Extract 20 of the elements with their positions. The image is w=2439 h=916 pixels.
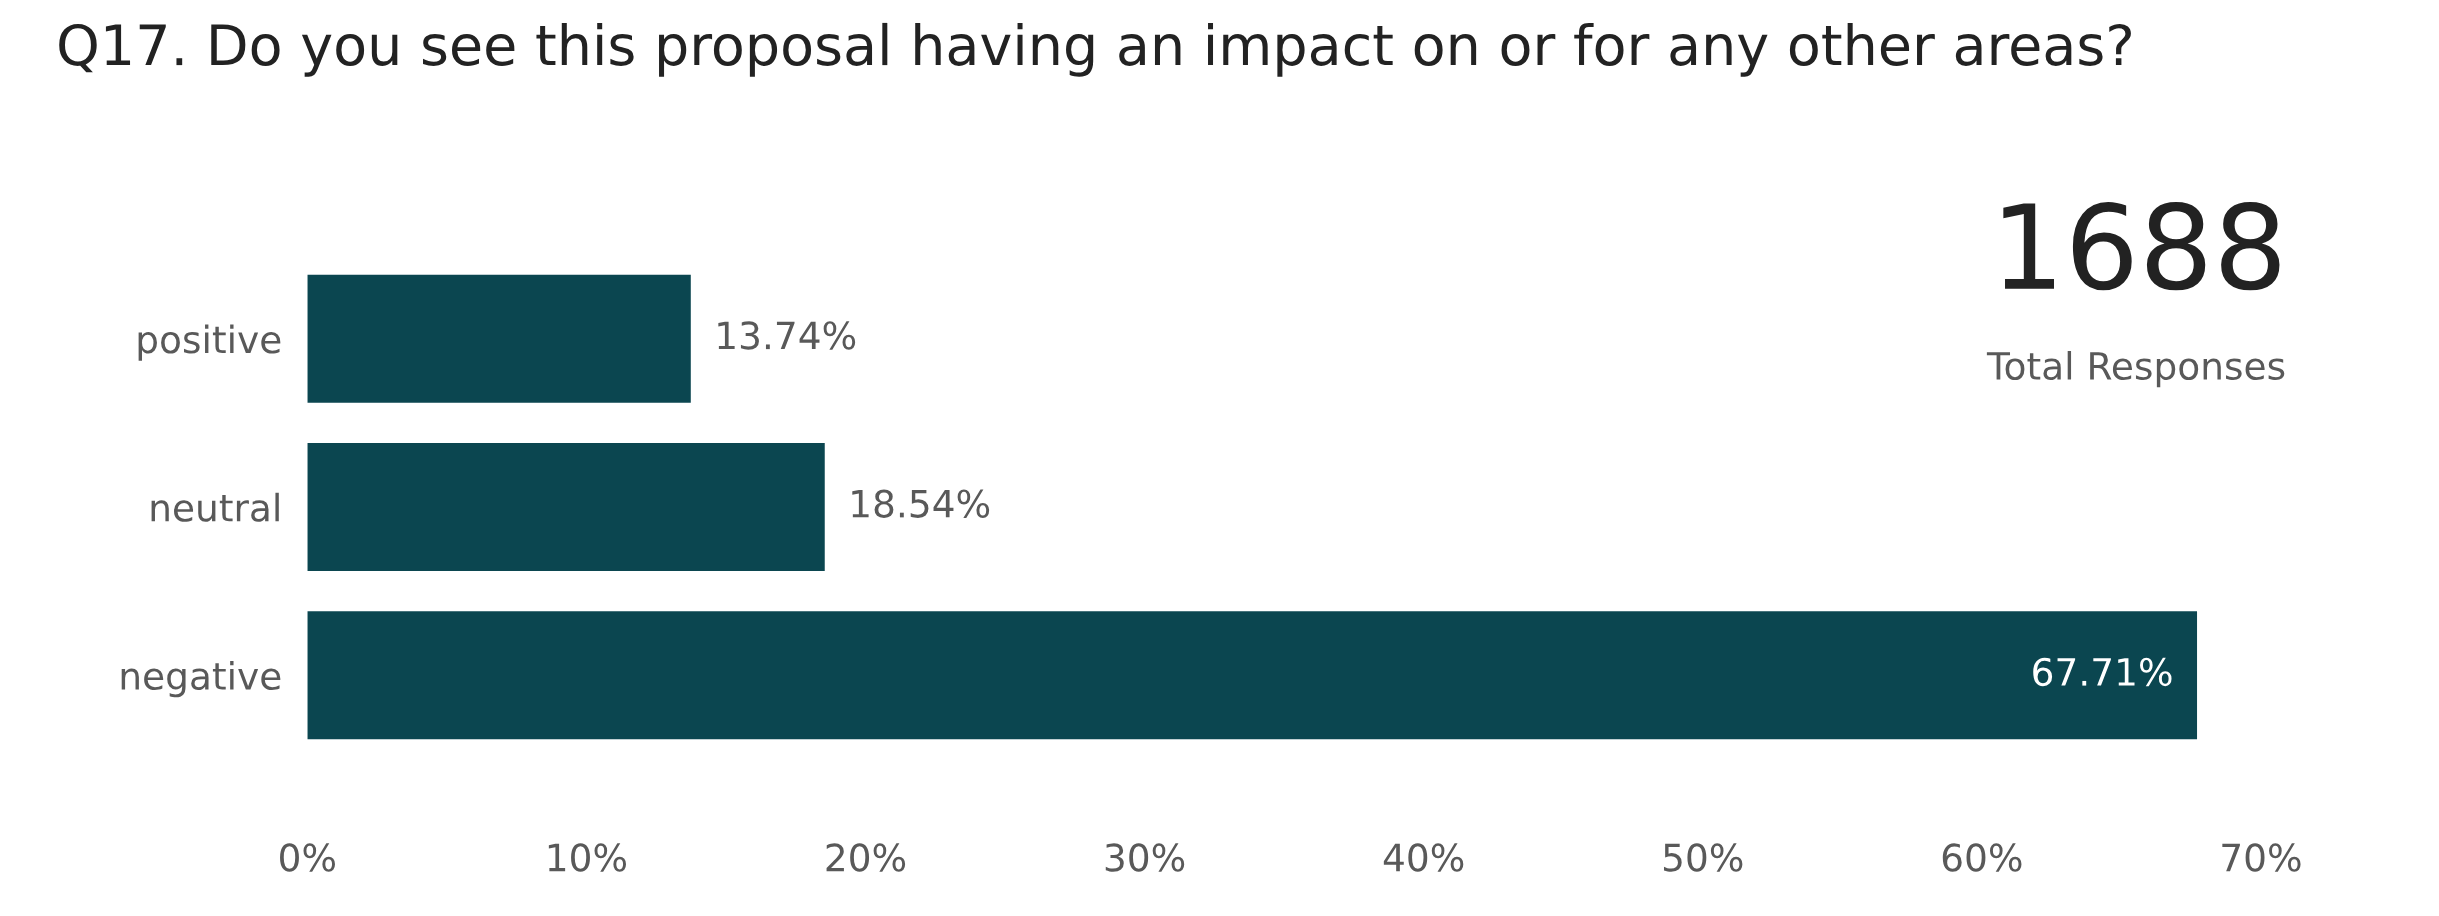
bar [307,611,2198,740]
chart-title: Q17. Do you see this proposal having an impact on or for any other areas? [59,22,2131,77]
data-label: 18.54% [852,489,990,518]
x-tick-label: 40% [1383,843,1464,872]
x-tick-label: 50% [1663,843,1743,872]
x-tick-label: 20% [826,843,906,872]
annotation: Total Responses [1986,351,2285,388]
x-tick-label: 10% [548,843,627,872]
y-tick-label: positive [138,324,281,361]
x-tick-label: 60% [1942,843,2022,872]
bar [307,443,825,571]
y-tick-label: neutral [151,492,279,522]
y-tick-label: negative [121,661,281,698]
annotation: 1688 [2003,202,2280,291]
data-label: 67.71% [2033,657,2172,687]
x-tick-label: 70% [2222,843,2301,872]
bar [307,274,691,403]
x-tick-label: 30% [1105,843,1185,872]
data-label: 13.74% [718,321,856,350]
x-tick-label: 0% [280,843,335,872]
